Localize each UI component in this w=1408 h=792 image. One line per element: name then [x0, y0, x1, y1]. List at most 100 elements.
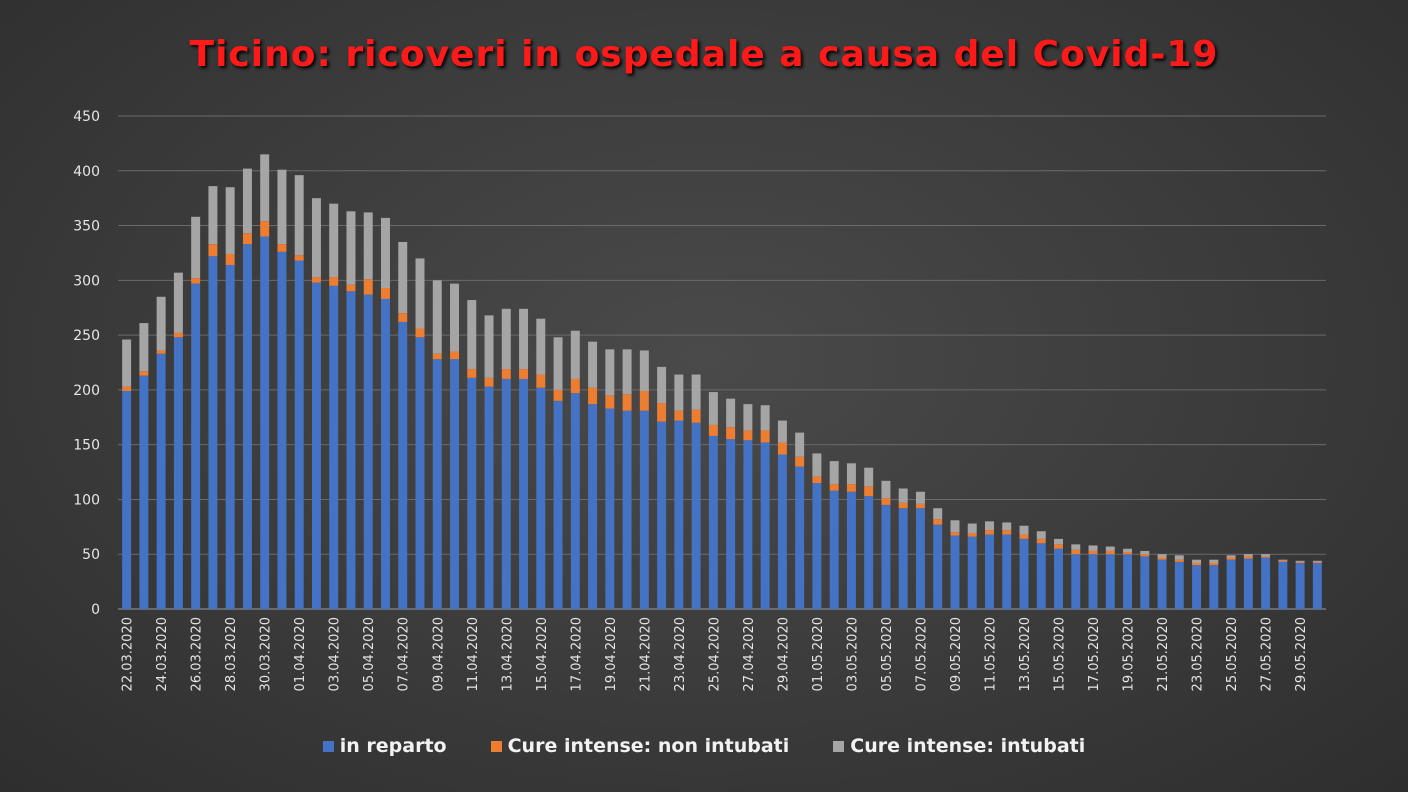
- bar-segment-non-intubati: [639, 390, 649, 411]
- bar-segment-in-reparto: [846, 491, 856, 609]
- bar-segment-in-reparto: [674, 420, 684, 609]
- bar-segment-in-reparto: [984, 534, 994, 609]
- bar-segment-intubati: [915, 491, 925, 504]
- bar-segment-in-reparto: [553, 400, 563, 609]
- bar-segment-non-intubati: [691, 409, 701, 423]
- bar-segment-intubati: [1295, 560, 1305, 562]
- bar-segment-in-reparto: [760, 442, 770, 609]
- bar-segment-in-reparto: [588, 404, 598, 609]
- bar-segment-in-reparto: [1174, 561, 1184, 609]
- bar-segment-in-reparto: [881, 504, 891, 609]
- bar-segment-intubati: [691, 374, 701, 410]
- bar-segment-intubati: [812, 453, 822, 477]
- x-tick-label: 17.04.2020: [569, 617, 584, 691]
- bar-segment-non-intubati: [191, 278, 201, 284]
- bar-segment-intubati: [570, 330, 580, 379]
- x-tick-label: 27.05.2020: [1260, 617, 1275, 691]
- bar-segment-intubati: [156, 296, 166, 351]
- bar-segment-in-reparto: [450, 359, 460, 609]
- x-tick-label: 25.04.2020: [707, 617, 722, 691]
- bar-segment-in-reparto: [191, 283, 201, 609]
- bar-segment-in-reparto: [294, 260, 304, 609]
- x-axis-ticks: 22.03.2020 24.03.2020 26.03.2020 28.03.2020…: [121, 617, 1309, 691]
- bar-segment-in-reparto: [691, 422, 701, 609]
- bar-segment-intubati: [639, 350, 649, 391]
- bar-segment-non-intubati: [1192, 562, 1202, 566]
- bar-segment-intubati: [1226, 555, 1236, 558]
- legend-label-intubati: Cure intense: intubati: [850, 735, 1086, 757]
- bar-segment-non-intubati: [536, 374, 546, 388]
- bar-segment-non-intubati: [1002, 530, 1012, 535]
- bar-segment-intubati: [553, 337, 563, 390]
- bar-segment-intubati: [657, 366, 667, 404]
- x-tick-label: 21.05.2020: [1156, 617, 1171, 691]
- bar-segment-non-intubati: [380, 288, 390, 299]
- bar-segment-intubati: [1036, 531, 1046, 539]
- bar-segment-intubati: [380, 217, 390, 289]
- x-tick-label: 30.03.2020: [259, 617, 274, 691]
- bar-segment-intubati: [1192, 559, 1202, 563]
- legend-swatch-in-reparto: [322, 740, 334, 752]
- bar-segment-in-reparto: [1019, 538, 1029, 609]
- bar-segment-intubati: [432, 280, 442, 354]
- bar-segment-intubati: [415, 258, 425, 329]
- x-tick-label: 19.04.2020: [604, 617, 619, 691]
- bar-segment-non-intubati: [743, 430, 753, 441]
- bar-segment-non-intubati: [795, 456, 805, 467]
- bar-segment-intubati: [622, 349, 632, 395]
- y-tick-label: 350: [73, 219, 100, 235]
- bar-segment-non-intubati: [657, 403, 667, 422]
- bar-segment-intubati: [1278, 559, 1288, 561]
- bar-segment-non-intubati: [1174, 559, 1184, 562]
- bar-segment-in-reparto: [260, 236, 270, 609]
- bar-segment-in-reparto: [536, 387, 546, 609]
- bar-segment-intubati: [588, 341, 598, 388]
- bar-segment-non-intubati: [242, 233, 252, 245]
- y-axis-ticks: 0 50 100 150 200 250 300 350 400 450: [73, 109, 100, 618]
- bar-segment-intubati: [846, 463, 856, 485]
- bar-segment-non-intubati: [329, 277, 339, 286]
- bar-segment-in-reparto: [1295, 562, 1305, 609]
- x-tick-label: 29.05.2020: [1294, 617, 1309, 691]
- legend-swatch-intubati: [833, 740, 845, 752]
- bar-segment-in-reparto: [173, 337, 183, 609]
- bar-segment-intubati: [760, 405, 770, 431]
- bar-segment-in-reparto: [311, 282, 321, 609]
- x-tick-label: 15.04.2020: [535, 617, 550, 691]
- bar-segment-in-reparto: [864, 496, 874, 609]
- bar-segment-intubati: [536, 318, 546, 375]
- bar-segment-non-intubati: [915, 503, 925, 509]
- bar-segment-intubati: [967, 523, 977, 534]
- bar-segment-intubati: [467, 300, 477, 370]
- bar-segment-intubati: [311, 198, 321, 278]
- x-tick-label: 09.04.2020: [431, 617, 446, 691]
- x-tick-label: 07.04.2020: [397, 617, 412, 691]
- bar-segment-intubati: [864, 467, 874, 487]
- bar-segment-in-reparto: [1209, 565, 1219, 609]
- x-tick-label: 25.05.2020: [1225, 617, 1240, 691]
- bar-segment-non-intubati: [346, 284, 356, 292]
- bar-segment-non-intubati: [708, 424, 718, 436]
- bar-segment-in-reparto: [1105, 554, 1115, 609]
- bar-segment-intubati: [933, 508, 943, 520]
- bar-segment-non-intubati: [363, 279, 373, 295]
- bar-segment-non-intubati: [812, 476, 822, 484]
- bar-segment-in-reparto: [1054, 548, 1064, 609]
- bar-segment-non-intubati: [1071, 549, 1081, 555]
- y-tick-label: 100: [73, 492, 100, 508]
- bar-segment-in-reparto: [519, 378, 529, 609]
- bar-segment-intubati: [225, 187, 235, 255]
- x-tick-label: 24.03.2020: [155, 617, 170, 691]
- x-tick-label: 26.03.2020: [190, 617, 205, 691]
- bar-segment-in-reparto: [898, 508, 908, 609]
- bar-segment-non-intubati: [311, 277, 321, 283]
- bar-segment-intubati: [1088, 545, 1098, 551]
- bar-segment-intubati: [1105, 546, 1115, 551]
- bar-segment-non-intubati: [760, 430, 770, 443]
- bar-segment-non-intubati: [139, 371, 149, 376]
- bar-segment-intubati: [881, 480, 891, 499]
- bar-segment-non-intubati: [1140, 554, 1150, 557]
- legend-item-in-reparto: in reparto: [322, 735, 447, 757]
- bar-segment-in-reparto: [933, 524, 943, 609]
